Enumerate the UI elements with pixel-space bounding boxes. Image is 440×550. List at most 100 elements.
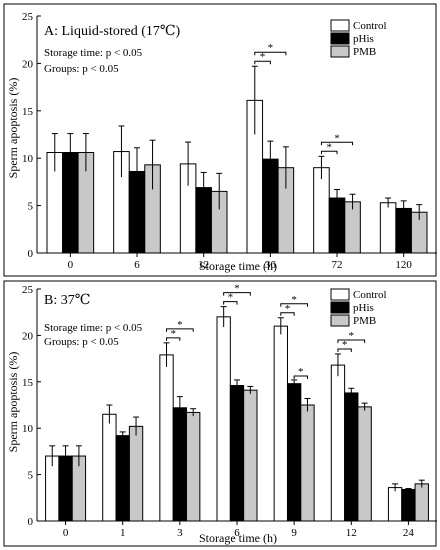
y-tick-label: 0 (28, 516, 34, 528)
bar-phis (172, 407, 188, 522)
bar-pmb (414, 483, 429, 522)
significance-bracket (337, 339, 366, 343)
bar-phis (401, 488, 416, 522)
y-tick-label: 15 (22, 377, 34, 389)
y-tick-label: 5 (28, 201, 34, 213)
x-tick-label: 9 (291, 527, 297, 539)
bar-control (273, 325, 288, 522)
x-tick-label: 24 (403, 527, 415, 539)
significance-label: * (177, 319, 183, 331)
significance-label: * (334, 132, 340, 144)
x-tick-label: 0 (63, 527, 69, 539)
legend-label-phis: pHis (353, 302, 374, 314)
panel-b-legend: Control pHis PMB (330, 288, 387, 327)
significance-bracket (280, 312, 295, 316)
panel-a-legend: Control pHis PMB (330, 19, 387, 58)
y-tick-label: 20 (22, 58, 34, 70)
significance-bracket (337, 348, 352, 352)
x-tick-label: 120 (395, 259, 412, 271)
bar-pmb (300, 404, 315, 522)
panel-b-note-time: Storage time: p < 0.05 (44, 322, 143, 334)
panel-b: B: 37℃ Storage time: p < 0.05 Groups: p … (3, 280, 437, 547)
panel-a-note-groups: Groups: p < 0.05 (44, 63, 119, 75)
y-tick-label: 25 (22, 284, 34, 296)
panel-b-y-axis-label: Sperm apoptosis (%) (6, 352, 20, 453)
panel-a-x-axis-label: Storage time (h) (199, 259, 277, 273)
significance-label: * (228, 292, 234, 304)
x-tick-label: 6 (134, 259, 140, 271)
panel-a: A: Liquid-stored (17℃) Storage time: p <… (3, 3, 437, 277)
panel-a-y-axis-label: Sperm apoptosis (%) (6, 78, 20, 179)
bar-control (313, 167, 330, 254)
y-tick-label: 25 (22, 11, 34, 23)
bar-control (330, 364, 346, 522)
significance-label: * (342, 339, 348, 351)
bar-control (379, 202, 397, 254)
x-tick-label: 72 (332, 259, 343, 271)
bar-phis (115, 435, 130, 522)
legend-swatch-control (330, 19, 350, 32)
panel-b-x-axis-label: Storage time (h) (199, 531, 277, 545)
legend-label-control: Control (353, 289, 387, 301)
bar-phis (344, 392, 359, 522)
significance-bracket (320, 150, 338, 155)
significance-bracket (223, 301, 238, 305)
bar-pmb (128, 425, 144, 522)
significance-label: * (234, 283, 240, 295)
legend-swatch-control (330, 288, 350, 301)
significance-label: * (170, 328, 176, 340)
significance-label: * (260, 51, 266, 63)
legend-label-control: Control (353, 20, 387, 32)
significance-bracket (166, 328, 194, 332)
significance-label: * (298, 366, 304, 378)
legend-label-phis: pHis (353, 33, 374, 45)
panel-a-note-time: Storage time: p < 0.05 (44, 47, 143, 59)
y-tick-label: 0 (28, 248, 34, 260)
x-tick-label: 3 (177, 527, 183, 539)
significance-bracket (320, 141, 354, 146)
y-tick-label: 10 (22, 153, 34, 165)
panel-a-frame (3, 3, 437, 277)
panel-b-note-groups: Groups: p < 0.05 (44, 336, 119, 348)
panel-a-title: A: Liquid-stored (17℃) (44, 24, 181, 39)
legend-swatch-pmb (330, 45, 350, 58)
significance-bracket (293, 375, 308, 379)
x-tick-label: 12 (198, 259, 209, 271)
bar-pmb (243, 389, 258, 522)
bar-control (102, 413, 117, 522)
bar-control (159, 354, 174, 522)
significance-bracket (254, 51, 287, 56)
panel-b-title: B: 37℃ (44, 293, 90, 308)
y-tick-label: 15 (22, 106, 34, 118)
y-tick-label: 20 (22, 330, 34, 342)
bar-control (216, 316, 231, 522)
y-tick-label: 5 (28, 470, 34, 482)
significance-bracket (280, 303, 308, 307)
x-tick-label: 6 (234, 527, 240, 539)
bar-phis (229, 385, 245, 522)
x-tick-label: 0 (68, 259, 74, 271)
legend-label-pmb: PMB (353, 46, 376, 58)
x-tick-label: 1 (120, 527, 126, 539)
significance-label: * (291, 294, 297, 306)
significance-bracket (254, 60, 271, 65)
significance-label: * (326, 141, 332, 153)
legend-swatch-phis (330, 301, 350, 314)
x-tick-label: 36 (265, 259, 277, 271)
significance-label: * (268, 42, 274, 54)
bar-pmb (344, 201, 361, 254)
bar-pmb (186, 411, 201, 522)
x-tick-label: 12 (346, 527, 357, 539)
bar-pmb (357, 406, 372, 522)
significance-label: * (285, 303, 291, 315)
panel-b-frame (3, 280, 437, 547)
significance-bracket (166, 337, 181, 341)
bar-control (387, 487, 403, 522)
significance-label: * (349, 330, 355, 342)
significance-bracket (223, 292, 251, 296)
bar-phis (286, 383, 302, 522)
legend-label-pmb: PMB (353, 315, 376, 327)
legend-swatch-phis (330, 32, 350, 45)
legend-swatch-pmb (330, 314, 350, 327)
